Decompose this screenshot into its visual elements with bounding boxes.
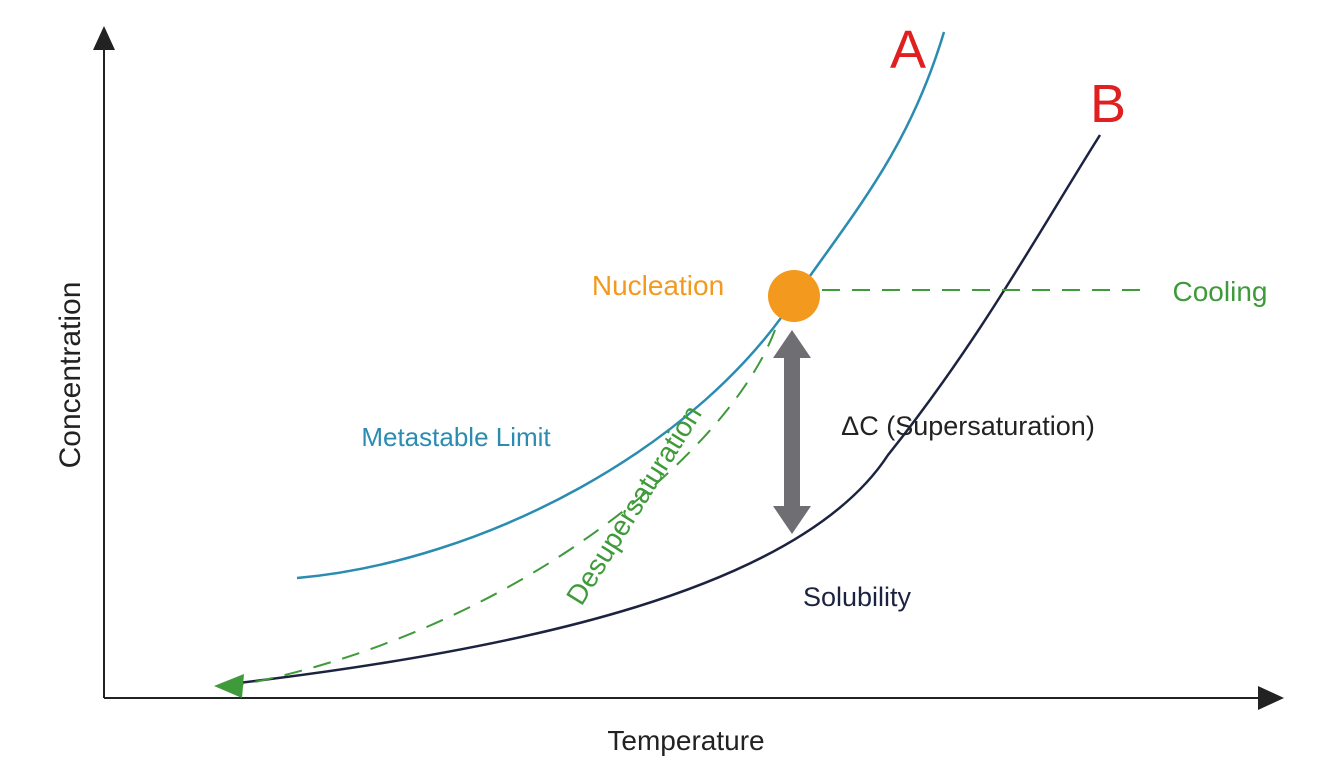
y-axis-label: Concentration (54, 282, 87, 469)
desupersaturation-arrow-icon (214, 674, 244, 698)
nucleation-point (768, 270, 820, 322)
metastable-limit-curve (296, 31, 946, 580)
y-axis-arrow-icon (93, 26, 115, 50)
supersaturation-label: ΔC (Supersaturation) (841, 411, 1095, 441)
nucleation-label: Nucleation (592, 270, 724, 301)
cooling-label: Cooling (1173, 276, 1268, 307)
x-axis-arrow-icon (1258, 686, 1284, 710)
solubility-label: Solubility (803, 582, 912, 612)
desupersaturation-label: Desupersaturation (560, 400, 708, 610)
curve-a-letter: A (890, 20, 926, 80)
x-axis-label: Temperature (607, 725, 764, 756)
curve-b-letter: B (1090, 74, 1126, 134)
solubility-curve (229, 134, 1102, 686)
desupersaturation-path (239, 329, 776, 686)
metastable-limit-label: Metastable Limit (361, 422, 551, 452)
supersaturation-arrow-icon (773, 330, 811, 534)
